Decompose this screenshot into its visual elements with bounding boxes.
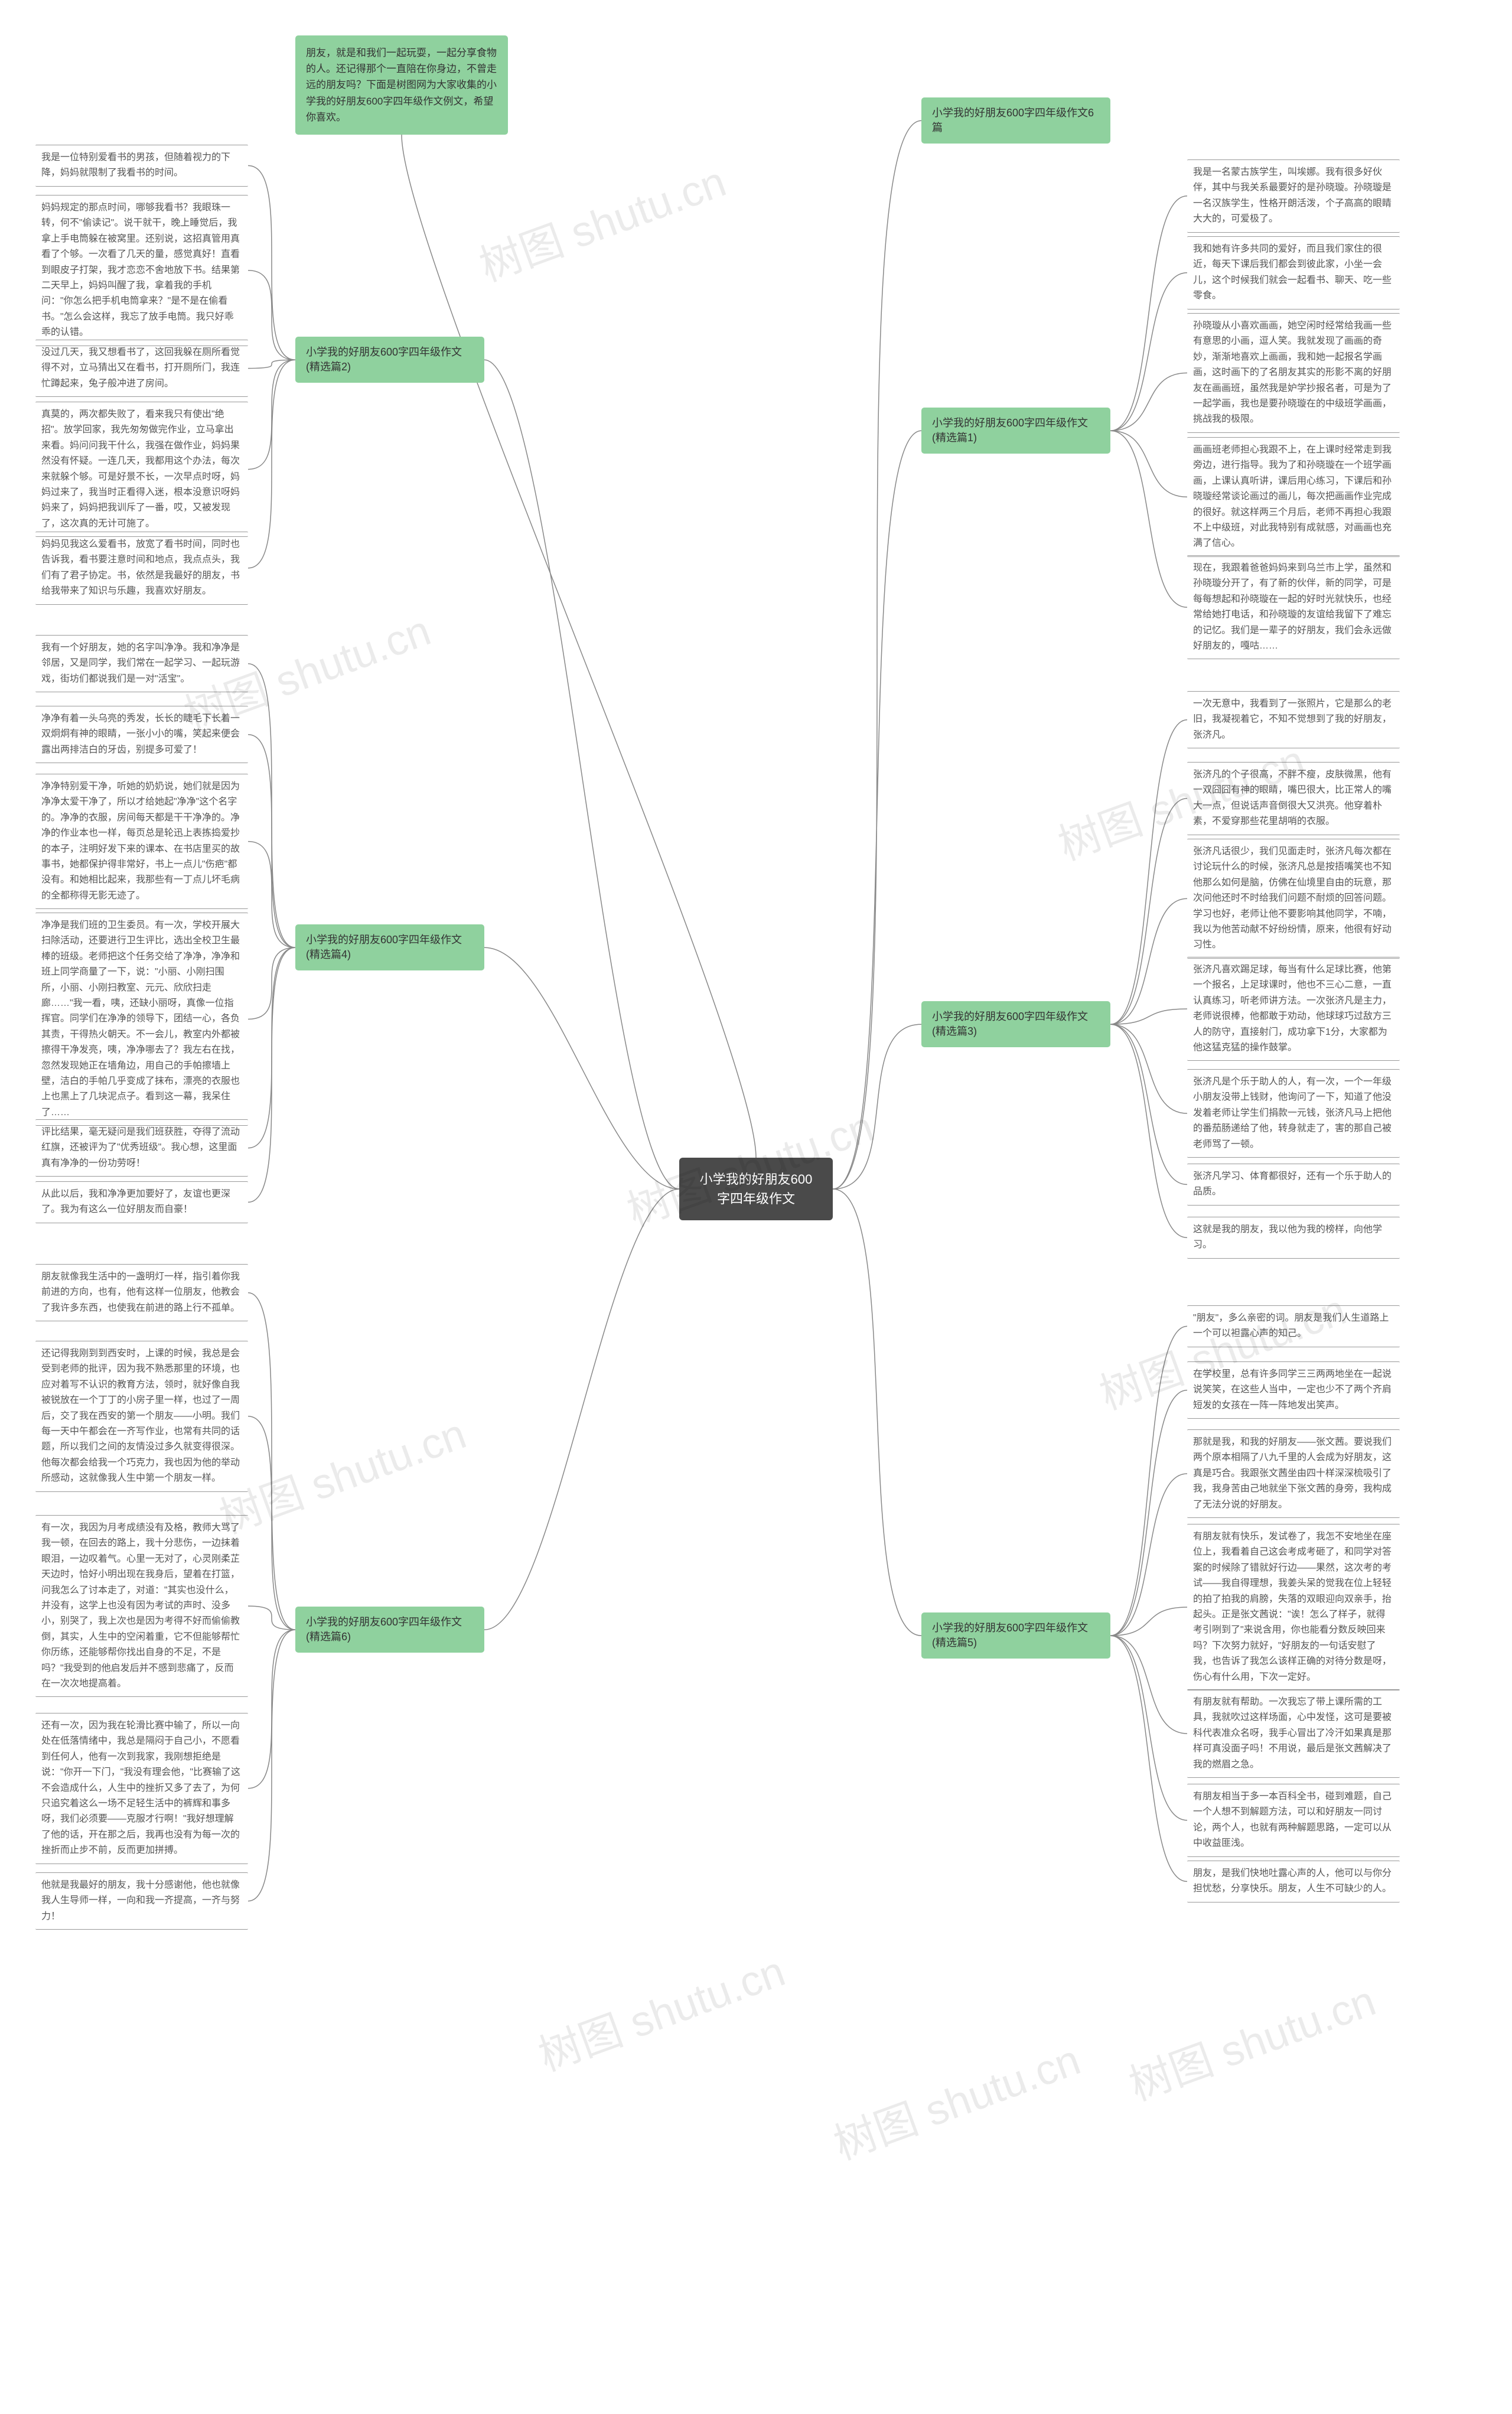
detail-block: 有朋友相当于多一本百科全书，碰到难题，自己一个人想不到解题方法，可以和好朋友一同…: [1187, 1784, 1400, 1857]
detail-block: 他就是我最好的朋友，我十分感谢他，他也就像我人生导师一样，一向和我一齐提高，一齐…: [35, 1872, 248, 1930]
detail-block: 我和她有许多共同的爱好，而且我们家住的很近，每天下课后我们都会到彼此家，小坐一会…: [1187, 236, 1400, 310]
detail-block: 画画班老师担心我跟不上，在上课时经常走到我旁边，进行指导。我为了和孙晓璇在一个班…: [1187, 437, 1400, 557]
center-node: 小学我的好朋友600字四年级作文: [679, 1158, 833, 1220]
watermark: 树图 shutu.cn: [210, 1399, 473, 1546]
watermark: 树图 shutu.cn: [470, 147, 733, 294]
detail-block: 净净有着一头乌亮的秀发，长长的睫毛下长着一双炯炯有神的眼睛，一张小小的嘴，笑起来…: [35, 706, 248, 763]
center-text: 小学我的好朋友600字四年级作文: [700, 1172, 813, 1206]
section-label-text: 小学我的好朋友600字四年级作文(精选篇5): [932, 1622, 1088, 1649]
detail-block: 我是一名蒙古族学生，叫埃娜。我有很多好伙伴，其中与我关系最要好的是孙晓璇。孙晓璇…: [1187, 159, 1400, 233]
detail-block: 从此以后，我和净净更加要好了，友谊也更深了。我为有这么一位好朋友而自豪！: [35, 1181, 248, 1223]
section-label-text: 小学我的好朋友600字四年级作文(精选篇2): [306, 346, 462, 373]
intro-block: 朋友，就是和我们一起玩耍，一起分享食物的人。还记得那个一直陪在你身边，不曾走远的…: [295, 35, 508, 135]
detail-block: 还记得我刚到到西安时，上课的时候，我总是会受到老师的批评，因为我不熟悉那里的环境…: [35, 1341, 248, 1492]
detail-block: 现在，我跟着爸爸妈妈来到乌兰市上学，虽然和孙晓璇分开了，有了新的伙伴，新的同学，…: [1187, 555, 1400, 659]
section-label-text: 小学我的好朋友600字四年级作文(精选篇3): [932, 1011, 1088, 1037]
detail-block: 一次无意中，我看到了一张照片，它是那么的老旧，我凝视着它，不知不觉想到了我的好朋…: [1187, 691, 1400, 748]
detail-block: "朋友"，多么亲密的词。朋友是我们人生道路上一个可以袒露心声的知己。: [1187, 1305, 1400, 1347]
section-label-text: 小学我的好朋友600字四年级作文(精选篇1): [932, 417, 1088, 444]
section-label: 小学我的好朋友600字四年级作文(精选篇5): [921, 1612, 1110, 1659]
section-label-text: 小学我的好朋友600字四年级作文(精选篇4): [306, 934, 462, 960]
detail-block: 朋友，是我们快地吐露心声的人，他可以与你分担忧愁，分享快乐。朋友，人生不可缺少的…: [1187, 1861, 1400, 1902]
detail-block: 净净是我们班的卫生委员。有一次，学校开展大扫除活动，还要进行卫生评比，选出全校卫…: [35, 913, 248, 1126]
detail-block: 有朋友就有快乐，发试卷了，我怎不安地坐在座位上，我看着自己这会考成考砸了，和同学…: [1187, 1524, 1400, 1690]
detail-block: 朋友就像我生活中的一盏明灯一样，指引着你我前进的方向，也有，他有这样一位朋友，他…: [35, 1264, 248, 1321]
watermark: 树图 shutu.cn: [824, 2025, 1087, 2172]
detail-block: 没过几天，我又想看书了，这回我躲在厕所看觉得不对，立马猜出又在看书，打开厕所门，…: [35, 340, 248, 397]
section-label: 小学我的好朋友600字四年级作文(精选篇1): [921, 408, 1110, 454]
detail-block: 妈妈见我这么爱看书，放宽了看书时间，同时也告诉我，看书要注意时间和地点，我点点头…: [35, 532, 248, 605]
intro-text: 朋友，就是和我们一起玩耍，一起分享食物的人。还记得那个一直陪在你身边，不曾走远的…: [306, 47, 497, 123]
detail-block: 孙晓璇从小喜欢画画，她空闲时经常给我画一些有意思的小画，逗人笑。我就发现了画画的…: [1187, 313, 1400, 433]
detail-block: 有朋友就有帮助。一次我忘了带上课所需的工具，我就吹过这样场面，心中发怪，这可是要…: [1187, 1689, 1400, 1778]
subtitle-block: 小学我的好朋友600字四年级作文6篇: [921, 97, 1110, 144]
detail-block: 妈妈规定的那点时间，哪够我看书？我眼珠一转，何不"偷读记"。说干就干，晚上睡觉后…: [35, 195, 248, 346]
section-label: 小学我的好朋友600字四年级作文(精选篇6): [295, 1607, 484, 1653]
detail-block: 真莫的，两次都失败了，看来我只有使出"绝招"。放学回家，我先匆匆做完作业，立马拿…: [35, 402, 248, 537]
section-label: 小学我的好朋友600字四年级作文(精选篇3): [921, 1001, 1110, 1047]
detail-block: 净净特别爱干净，听她的奶奶说，她们就是因为净净太爱干净了，所以才给她起"净净"这…: [35, 774, 248, 909]
detail-block: 张济凡学习、体育都很好，还有一个乐于助人的品质。: [1187, 1164, 1400, 1206]
detail-block: 在学校里，总有许多同学三三两两地坐在一起说说笑笑，在这些人当中，一定也少不了两个…: [1187, 1361, 1400, 1419]
detail-block: 这就是我的朋友，我以他为我的榜样，向他学习。: [1187, 1217, 1400, 1259]
section-label-text: 小学我的好朋友600字四年级作文(精选篇6): [306, 1616, 462, 1643]
detail-block: 还有一次，因为我在轮滑比赛中输了，所以一向处在低落情绪中，我总是隔闷于自己小，不…: [35, 1713, 248, 1864]
detail-block: 我是一位特别爱看书的男孩，但随着视力的下降，妈妈就限制了我看书的时间。: [35, 145, 248, 187]
detail-block: 我有一个好朋友，她的名字叫净净。我和净净是邻居，又是同学，我们常在一起学习、一起…: [35, 635, 248, 692]
detail-block: 张济凡是个乐于助人的人，有一次，一个一年级小朋友没带上钱财，他询问了一下，知道了…: [1187, 1069, 1400, 1158]
section-label: 小学我的好朋友600字四年级作文(精选篇4): [295, 924, 484, 970]
section-label: 小学我的好朋友600字四年级作文(精选篇2): [295, 337, 484, 383]
watermark: 树图 shutu.cn: [1119, 1966, 1383, 2113]
subtitle-text: 小学我的好朋友600字四年级作文6篇: [932, 107, 1094, 133]
detail-block: 张济凡喜欢踢足球，每当有什么足球比赛，他第一个报名，上足球课时，他也不三心二意，…: [1187, 957, 1400, 1061]
detail-block: 评比结果，毫无疑问是我们班获胜，夺得了流动红旗，还被评为了"优秀班级"。我心想，…: [35, 1119, 248, 1177]
detail-block: 张济凡话很少，我们见面走时，张济凡每次都在讨论玩什么的时候，张济凡总是按捂嘴笑也…: [1187, 839, 1400, 959]
detail-block: 有一次，我因为月考成绩没有及格，教师大骂了我一顿，在回去的路上，我十分悲伤，一边…: [35, 1515, 248, 1697]
detail-block: 张济凡的个子很高，不胖不瘦，皮肤微黑，他有一双囧囧有神的眼睛，嘴巴很大，比正常人…: [1187, 762, 1400, 835]
watermark: 树图 shutu.cn: [529, 1937, 792, 2083]
detail-block: 那就是我，和我的好朋友——张文茜。要说我们两个原本相隔了八九千里的人会成为好朋友…: [1187, 1429, 1400, 1518]
